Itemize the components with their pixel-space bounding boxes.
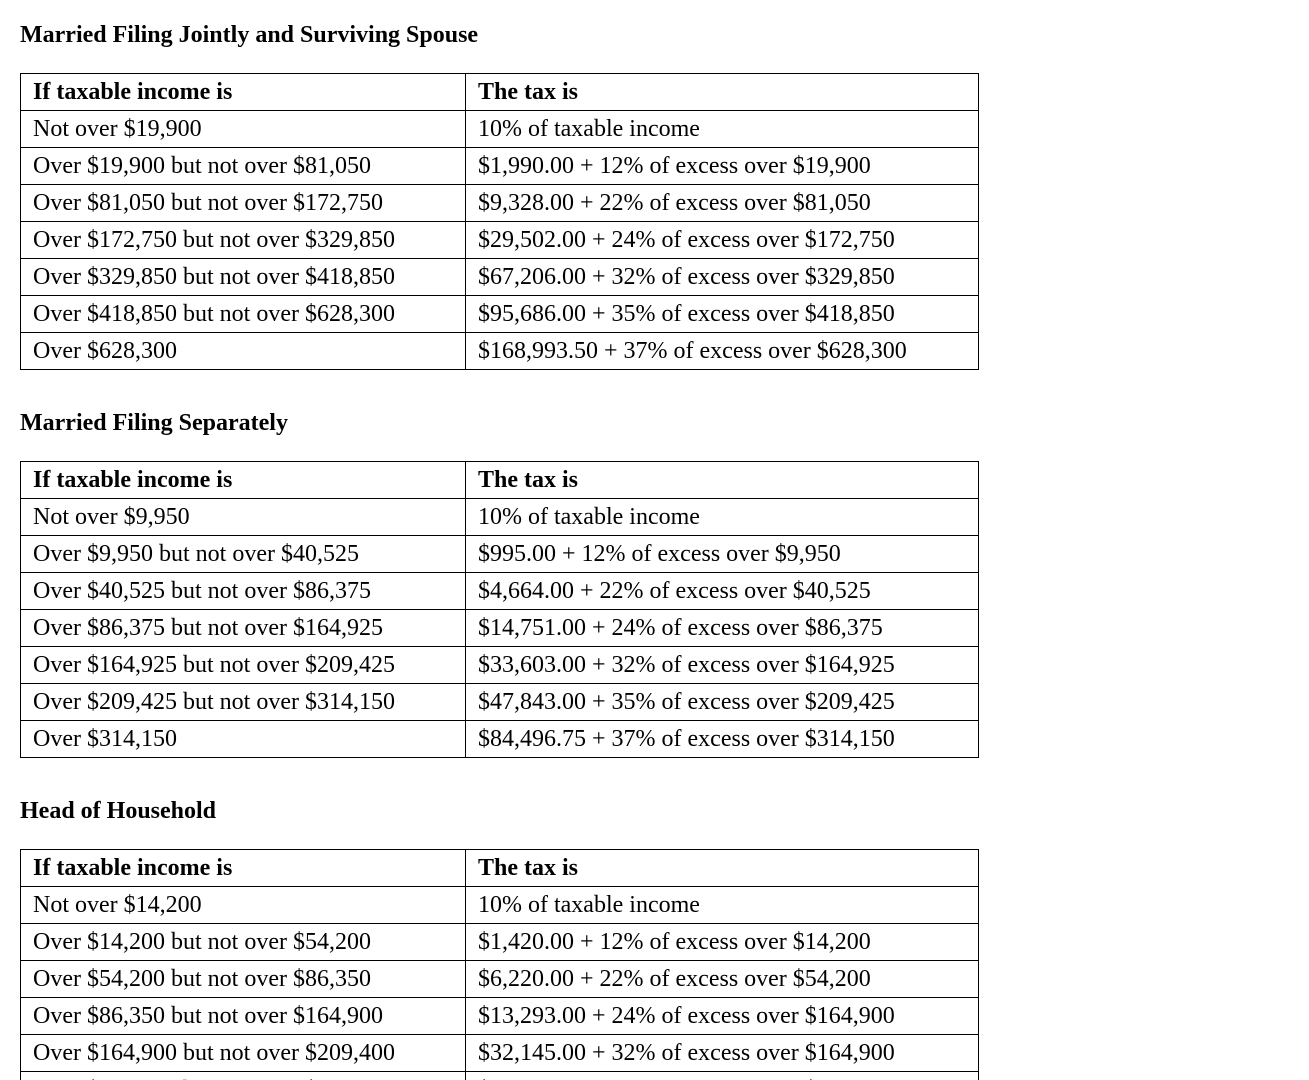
cell-income: Over $19,900 but not over $81,050 — [21, 148, 466, 185]
table-row: Over $14,200 but not over $54,200$1,420.… — [21, 924, 979, 961]
cell-tax: $13,293.00 + 24% of excess over $164,900 — [466, 998, 979, 1035]
table-row: Over $628,300$168,993.50 + 37% of excess… — [21, 333, 979, 370]
cell-tax: $84,496.75 + 37% of excess over $314,150 — [466, 721, 979, 758]
section-title: Married Filing Separately — [20, 410, 1289, 437]
cell-income: Over $314,150 — [21, 721, 466, 758]
cell-income: Not over $19,900 — [21, 111, 466, 148]
cell-tax: $29,502.00 + 24% of excess over $172,750 — [466, 222, 979, 259]
table-header-row: If taxable income is The tax is — [21, 462, 979, 499]
cell-tax: $6,220.00 + 22% of excess over $54,200 — [466, 961, 979, 998]
cell-tax: $47,843.00 + 35% of excess over $209,425 — [466, 684, 979, 721]
table-row: Over $209,425 but not over $314,150$47,8… — [21, 684, 979, 721]
cell-tax: $168,993.50 + 37% of excess over $628,30… — [466, 333, 979, 370]
cell-tax: $46,385.00 + 35% of excess over $209,400 — [466, 1072, 979, 1080]
cell-tax: $32,145.00 + 32% of excess over $164,900 — [466, 1035, 979, 1072]
cell-income: Over $54,200 but not over $86,350 — [21, 961, 466, 998]
tax-table-hoh: If taxable income is The tax is Not over… — [20, 849, 979, 1080]
tax-table-mfs: If taxable income is The tax is Not over… — [20, 461, 979, 758]
table-row: Over $172,750 but not over $329,850$29,5… — [21, 222, 979, 259]
cell-tax: $9,328.00 + 22% of excess over $81,050 — [466, 185, 979, 222]
table-row: Not over $14,20010% of taxable income — [21, 887, 979, 924]
section-mfs: Married Filing Separately If taxable inc… — [20, 410, 1289, 758]
section-title: Married Filing Jointly and Surviving Spo… — [20, 22, 1289, 49]
table-row: Over $164,925 but not over $209,425$33,6… — [21, 647, 979, 684]
cell-tax: $33,603.00 + 32% of excess over $164,925 — [466, 647, 979, 684]
cell-income: Over $172,750 but not over $329,850 — [21, 222, 466, 259]
cell-income: Over $86,375 but not over $164,925 — [21, 610, 466, 647]
table-row: Over $54,200 but not over $86,350$6,220.… — [21, 961, 979, 998]
table-header-row: If taxable income is The tax is — [21, 74, 979, 111]
table-row: Not over $19,90010% of taxable income — [21, 111, 979, 148]
section-mfj: Married Filing Jointly and Surviving Spo… — [20, 22, 1289, 370]
cell-income: Over $164,925 but not over $209,425 — [21, 647, 466, 684]
cell-tax: $14,751.00 + 24% of excess over $86,375 — [466, 610, 979, 647]
cell-income: Over $418,850 but not over $628,300 — [21, 296, 466, 333]
cell-tax: 10% of taxable income — [466, 887, 979, 924]
cell-income: Over $209,400 but not over $523,600 — [21, 1072, 466, 1080]
col-header-income: If taxable income is — [21, 850, 466, 887]
cell-tax: $1,420.00 + 12% of excess over $14,200 — [466, 924, 979, 961]
col-header-tax: The tax is — [466, 850, 979, 887]
cell-income: Over $209,425 but not over $314,150 — [21, 684, 466, 721]
cell-income: Over $628,300 — [21, 333, 466, 370]
cell-income: Over $40,525 but not over $86,375 — [21, 573, 466, 610]
table-row: Over $86,350 but not over $164,900$13,29… — [21, 998, 979, 1035]
table-row: Over $418,850 but not over $628,300$95,6… — [21, 296, 979, 333]
table-row: Not over $9,95010% of taxable income — [21, 499, 979, 536]
cell-tax: 10% of taxable income — [466, 499, 979, 536]
section-hoh: Head of Household If taxable income is T… — [20, 798, 1289, 1080]
table-row: Over $329,850 but not over $418,850$67,2… — [21, 259, 979, 296]
tax-table-mfj: If taxable income is The tax is Not over… — [20, 73, 979, 370]
table-row: Over $164,900 but not over $209,400$32,1… — [21, 1035, 979, 1072]
cell-income: Over $81,050 but not over $172,750 — [21, 185, 466, 222]
table-row: Over $19,900 but not over $81,050$1,990.… — [21, 148, 979, 185]
section-title: Head of Household — [20, 798, 1289, 825]
cell-income: Over $14,200 but not over $54,200 — [21, 924, 466, 961]
cell-income: Not over $14,200 — [21, 887, 466, 924]
col-header-tax: The tax is — [466, 462, 979, 499]
table-row: Over $81,050 but not over $172,750$9,328… — [21, 185, 979, 222]
table-row: Over $40,525 but not over $86,375$4,664.… — [21, 573, 979, 610]
table-row: Over $86,375 but not over $164,925$14,75… — [21, 610, 979, 647]
cell-tax: $4,664.00 + 22% of excess over $40,525 — [466, 573, 979, 610]
cell-tax: $95,686.00 + 35% of excess over $418,850 — [466, 296, 979, 333]
cell-tax: $67,206.00 + 32% of excess over $329,850 — [466, 259, 979, 296]
cell-tax: 10% of taxable income — [466, 111, 979, 148]
table-row: Over $209,400 but not over $523,600$46,3… — [21, 1072, 979, 1080]
cell-income: Not over $9,950 — [21, 499, 466, 536]
col-header-income: If taxable income is — [21, 74, 466, 111]
cell-tax: $1,990.00 + 12% of excess over $19,900 — [466, 148, 979, 185]
table-row: Over $314,150$84,496.75 + 37% of excess … — [21, 721, 979, 758]
cell-income: Over $9,950 but not over $40,525 — [21, 536, 466, 573]
col-header-income: If taxable income is — [21, 462, 466, 499]
cell-tax: $995.00 + 12% of excess over $9,950 — [466, 536, 979, 573]
table-header-row: If taxable income is The tax is — [21, 850, 979, 887]
table-row: Over $9,950 but not over $40,525$995.00 … — [21, 536, 979, 573]
cell-income: Over $329,850 but not over $418,850 — [21, 259, 466, 296]
cell-income: Over $164,900 but not over $209,400 — [21, 1035, 466, 1072]
cell-income: Over $86,350 but not over $164,900 — [21, 998, 466, 1035]
col-header-tax: The tax is — [466, 74, 979, 111]
